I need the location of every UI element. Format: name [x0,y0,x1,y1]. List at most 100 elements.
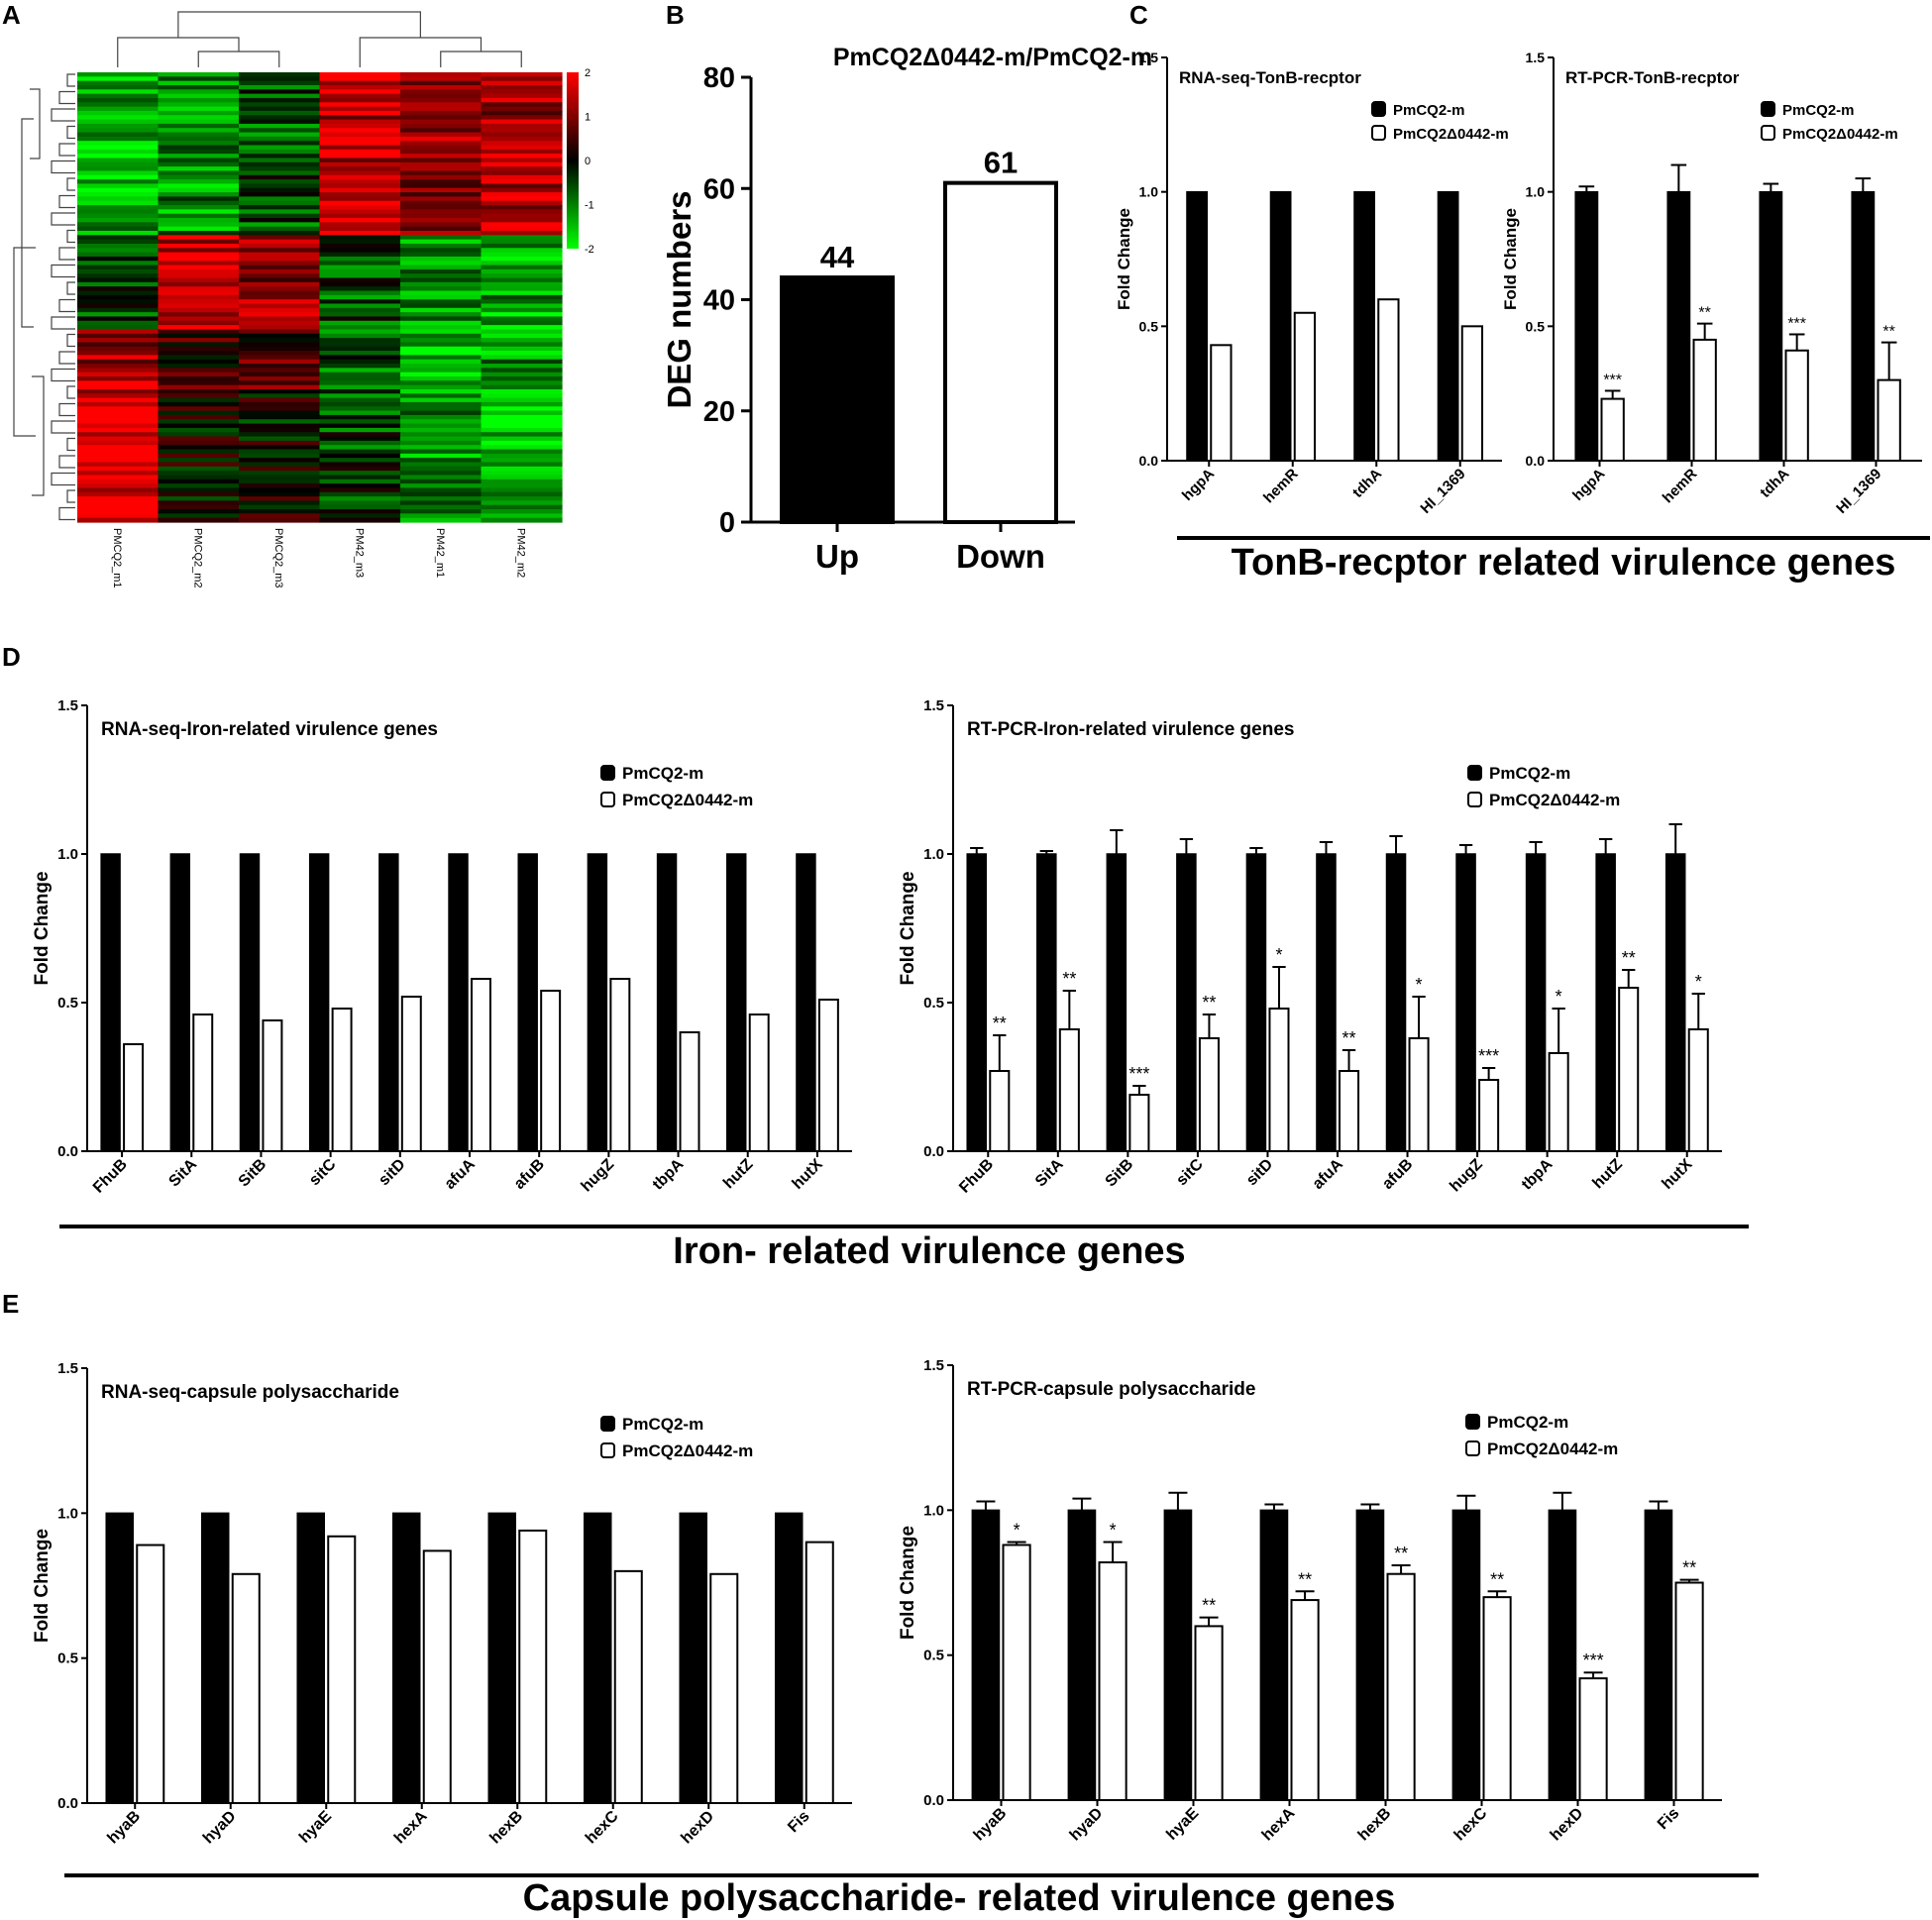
heatmap-cell [158,102,240,108]
heatmap-cell [400,406,483,412]
legend-swatch-pmcq2-delta0442-m [1371,125,1386,141]
heatmap-cell [481,213,563,219]
heatmap-cell [481,76,563,82]
heatmap-cell [158,368,240,373]
panel-letter-d: D [2,642,21,672]
y-tick-label: 0 [719,507,735,539]
heatmap-cell [77,316,160,322]
heatmap-cell [158,136,240,142]
heatmap-cell [319,393,401,399]
heatmap-cell [400,471,483,477]
heatmap-cell [239,479,321,484]
heatmap-cell [319,200,401,206]
heatmap-cell [239,277,321,283]
heatmap-cell [77,132,160,138]
heatmap-cell [319,149,401,155]
heatmap-cell [400,346,483,352]
heatmap-cell [481,504,563,510]
heatmap-cell [400,364,483,369]
heatmap-cell [481,239,563,245]
heatmap-cell [239,487,321,493]
significance-mark: * [1110,1521,1117,1541]
legend-label: PmCQ2Δ0442-m [1782,126,1898,143]
heatmap-cell [77,513,160,519]
heatmap-cell [481,410,563,416]
significance-mark: ** [1394,1544,1408,1563]
heatmap-cell [481,453,563,459]
heatmap-cell [77,393,160,399]
heatmap-cell [400,299,483,305]
heatmap-cell [319,419,401,425]
heatmap-cell [239,449,321,455]
heatmap-cell [400,84,483,90]
heatmap-cell [239,368,321,373]
heatmap-cell [77,320,160,326]
bar-pmcq2-delta0442-m [748,1013,770,1152]
heatmap-cell [158,364,240,369]
heatmap-cell [481,93,563,99]
heatmap-cell [400,401,483,407]
heatmap-cell [239,483,321,489]
heatmap-cell [239,316,321,322]
heatmap-cell [239,196,321,202]
heatmap-cell [319,213,401,219]
column-dendrogram [58,455,75,469]
y-axis-label: Fold Change [1501,208,1520,310]
heatmap-cell [319,294,401,300]
heatmap-cell [481,123,563,129]
heatmap-cell [239,384,321,390]
heatmap-cell [77,84,160,90]
heatmap-cell [481,384,563,390]
heatmap-cell [319,509,401,514]
heatmap-cell [319,338,401,343]
heatmap-cell [77,384,160,390]
heatmap-cell [481,132,563,138]
bar-pmcq2-m [1245,853,1267,1152]
heatmap-cell [158,406,240,412]
group-title-c: TonB-recptor related virulence genes [1232,542,1896,584]
heatmap-cell [158,453,240,459]
heatmap-cell [158,72,240,77]
heatmap-cell [400,475,483,480]
heatmap-cell [481,325,563,331]
heatmap-cell [158,440,240,446]
heatmap-cell [239,97,321,103]
heatmap-cell [158,312,240,318]
heatmap-cell [239,286,321,292]
heatmap-cell [158,132,240,138]
panel-letter-a: A [2,0,21,30]
heatmap-cell [400,256,483,262]
heatmap-cell [158,401,240,407]
heatmap-cell [77,504,160,510]
heatmap-cell [77,256,160,262]
heatmap-cell [400,423,483,429]
y-tick-label: 40 [703,285,735,317]
bar-pmcq2-delta0442-m [1128,1094,1150,1152]
heatmap-cell [400,281,483,287]
y-axis-label: Fold Change [1115,208,1133,310]
heatmap-cell [77,218,160,223]
heatmap-cell [481,466,563,472]
heatmap-cell [158,342,240,348]
y-tick-label: 0.0 [57,1795,78,1812]
heatmap-cell [400,187,483,193]
heatmap-cell [400,154,483,160]
y-tick-label: 0.0 [1139,453,1159,469]
heatmap-column-label: PM42_m2 [514,528,526,578]
y-tick-label: 0.0 [57,1143,78,1160]
bar-pmcq2-m [169,853,191,1152]
heatmap-cell [481,351,563,356]
group-title-d: Iron- related virulence genes [673,1230,1185,1272]
heatmap-cell [481,187,563,193]
heatmap-cell [77,115,160,121]
heatmap-cell [158,325,240,331]
heatmap-cell [400,110,483,116]
heatmap-cell [481,268,563,274]
heatmap-cell [319,458,401,464]
heatmap-cell [319,355,401,361]
x-tick-label: afuA [442,1155,479,1192]
heatmap-cell [77,76,160,82]
bar-pmcq2-delta0442-m [471,978,491,1152]
heatmap-cell [239,338,321,343]
